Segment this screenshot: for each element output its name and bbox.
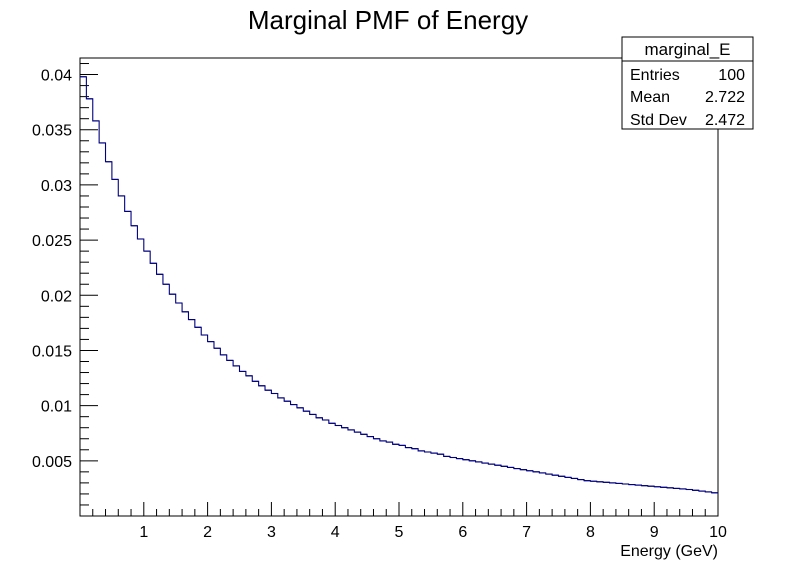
stats-stddev-label: Std Dev: [630, 112, 687, 129]
x-tick-label: 4: [331, 524, 340, 541]
stats-box: marginal_E Entries 100 Mean 2.722 Std De…: [621, 36, 754, 130]
x-axis-tick-labels: 1 2 3 4 5 6 7 8 9 10: [139, 524, 727, 541]
x-tick-label: 5: [395, 524, 404, 541]
x-tick-label: 9: [650, 524, 659, 541]
stats-box-name: marginal_E: [645, 40, 731, 59]
chart-title: Marginal PMF of Energy: [248, 5, 528, 35]
stats-mean-label: Mean: [630, 89, 670, 106]
x-tick-label: 1: [139, 524, 148, 541]
y-tick-label: 0.005: [32, 454, 72, 471]
stats-stddev-value: 2.472: [705, 112, 745, 129]
y-axis-tick-labels: 0.005 0.01 0.015 0.02 0.025 0.03 0.035 0.04: [32, 68, 72, 471]
histogram-step-line: [80, 76, 718, 494]
x-tick-label: 6: [458, 524, 467, 541]
x-tick-label: 8: [586, 524, 595, 541]
x-axis-ticks: [92, 502, 719, 516]
y-tick-label: 0.04: [41, 68, 72, 85]
y-tick-label: 0.035: [32, 123, 72, 140]
stats-box-frame: [621, 36, 754, 130]
y-tick-label: 0.01: [41, 399, 72, 416]
y-tick-label: 0.02: [41, 288, 72, 305]
y-tick-label: 0.015: [32, 343, 72, 360]
y-axis-ticks: [80, 63, 98, 506]
x-tick-label: 10: [709, 524, 727, 541]
y-tick-label: 0.03: [41, 178, 72, 195]
histogram-series: [80, 76, 718, 494]
x-tick-label: 3: [267, 524, 276, 541]
y-tick-label: 0.025: [32, 233, 72, 250]
x-axis-label: Energy (GeV): [620, 543, 718, 560]
x-tick-label: 7: [522, 524, 531, 541]
x-tick-label: 2: [203, 524, 212, 541]
stats-entries-label: Entries: [630, 67, 680, 84]
stats-entries-value: 100: [718, 67, 745, 84]
stats-mean-value: 2.722: [705, 89, 745, 106]
